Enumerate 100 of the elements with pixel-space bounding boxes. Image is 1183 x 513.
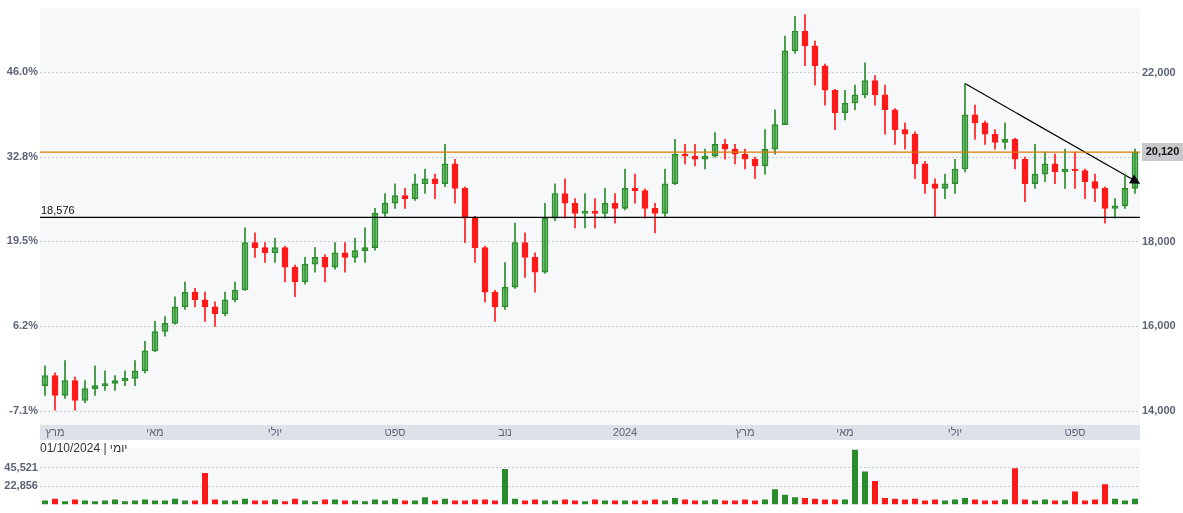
candlestick <box>311 247 319 273</box>
y-tick-label: 14,000 <box>1142 404 1176 417</box>
bar <box>632 500 638 505</box>
bar <box>252 500 258 505</box>
y2-tick-label: 19.5% <box>6 234 39 247</box>
y-tick-label: 45,521 <box>4 460 38 473</box>
candlestick <box>681 144 689 165</box>
bar <box>982 500 988 505</box>
candlestick <box>941 173 949 199</box>
bar <box>1082 500 1088 505</box>
candlestick <box>251 232 259 258</box>
bar <box>452 500 458 505</box>
bar <box>852 449 858 505</box>
candlestick <box>391 183 399 209</box>
candlestick <box>91 365 99 396</box>
candlestick <box>931 178 939 217</box>
bar <box>882 497 888 505</box>
candlestick <box>121 370 129 386</box>
bar <box>422 497 428 505</box>
bar <box>122 501 128 505</box>
candlestick <box>631 173 639 204</box>
bar <box>352 500 358 505</box>
bar <box>1062 500 1068 505</box>
bar <box>1052 500 1058 505</box>
candlestick <box>101 370 109 391</box>
candlestick <box>1111 198 1119 219</box>
bar <box>42 500 48 505</box>
x-tick-label: נוב <box>498 425 512 438</box>
candlestick <box>351 237 359 263</box>
bar <box>1012 468 1018 505</box>
candlestick <box>611 193 619 224</box>
candlestick <box>361 227 369 263</box>
bar <box>552 500 558 505</box>
annotation: יומי | 01/10/2024 <box>40 441 128 455</box>
bar <box>202 473 208 505</box>
bar <box>1032 500 1038 505</box>
bar <box>942 500 948 505</box>
bar <box>722 500 728 505</box>
candlestick <box>161 316 169 337</box>
bar <box>542 500 548 505</box>
bar <box>1102 484 1108 505</box>
bar <box>82 500 88 505</box>
candlestick <box>581 193 589 229</box>
bar <box>862 471 868 505</box>
candlestick <box>271 237 279 263</box>
y2-tick-label: -7.1% <box>9 404 39 416</box>
bar <box>602 500 608 505</box>
x-tick-label: 2024 <box>612 425 638 438</box>
bar <box>702 500 708 505</box>
bar <box>402 500 408 505</box>
bar <box>432 500 438 505</box>
candlestick <box>341 242 349 273</box>
bar <box>102 500 108 505</box>
candlestick <box>81 380 89 403</box>
candlestick <box>651 202 659 234</box>
bar <box>992 500 998 505</box>
candlestick <box>421 168 429 194</box>
y-tick-label: 16,000 <box>1142 319 1176 332</box>
bar <box>92 501 98 505</box>
bar <box>192 500 198 505</box>
bar <box>462 500 468 505</box>
bar <box>642 500 648 505</box>
bar <box>522 500 528 505</box>
x-tick-label: מאי <box>836 425 854 438</box>
candlestick <box>431 173 439 199</box>
y2-tick-label: 46.0% <box>6 65 39 78</box>
bar <box>582 501 588 505</box>
bar <box>62 501 68 505</box>
bar <box>1072 491 1078 505</box>
bar <box>152 500 158 505</box>
bar <box>872 481 878 505</box>
candlestick <box>591 198 599 229</box>
bar <box>492 500 498 505</box>
bar <box>232 500 238 505</box>
y2-tick-label: 6.2% <box>12 319 39 332</box>
candlestick <box>1001 122 1009 150</box>
bar <box>662 500 668 505</box>
y-tick-label: 18,000 <box>1142 234 1176 247</box>
bar <box>502 469 508 505</box>
x-tick-label: מרץ <box>735 425 755 438</box>
x-tick-label: ספט <box>384 425 406 438</box>
candlestick <box>401 188 409 209</box>
bar <box>792 497 798 505</box>
bar <box>672 497 678 505</box>
x-tick-label: ספט <box>1064 425 1086 438</box>
bar <box>622 500 628 505</box>
bar <box>262 500 268 505</box>
x-tick-label: יולי <box>267 425 283 438</box>
bar <box>182 500 188 505</box>
bar <box>612 500 618 505</box>
y2-tick-label: 32.8% <box>6 149 39 162</box>
bar <box>572 500 578 505</box>
bar <box>132 500 138 505</box>
bar <box>772 489 778 505</box>
bar <box>312 501 318 505</box>
bar <box>362 501 368 505</box>
bar <box>962 497 968 505</box>
bar <box>302 500 308 505</box>
ref-line-label: 20,120 <box>1145 145 1180 158</box>
x-tick-label: יולי <box>947 425 963 438</box>
